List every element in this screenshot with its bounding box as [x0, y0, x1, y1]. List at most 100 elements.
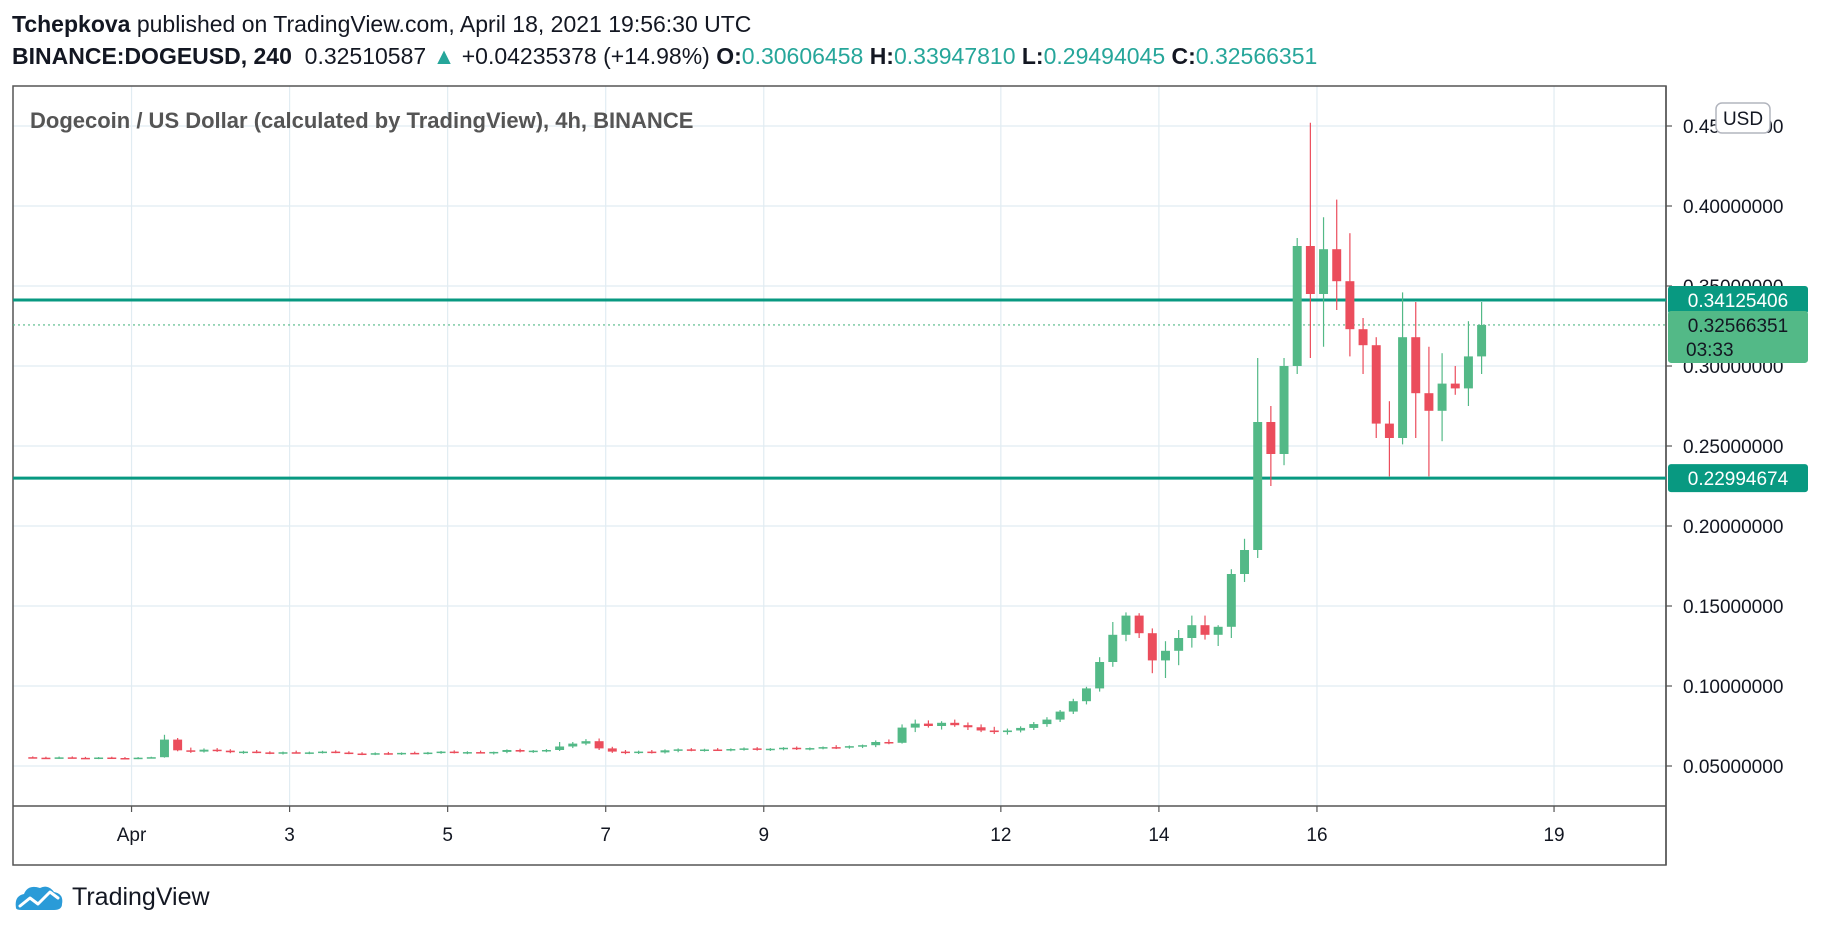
- candle[interactable]: [186, 747, 196, 753]
- candle[interactable]: [528, 750, 538, 753]
- candle[interactable]: [225, 749, 235, 754]
- candle[interactable]: [1253, 358, 1263, 558]
- candle[interactable]: [989, 726, 999, 734]
- candle[interactable]: [910, 719, 920, 733]
- candle[interactable]: [752, 747, 762, 751]
- candle[interactable]: [950, 719, 960, 727]
- candle[interactable]: [1226, 569, 1236, 638]
- candle[interactable]: [1411, 302, 1421, 438]
- candle[interactable]: [541, 749, 551, 753]
- candle[interactable]: [1358, 318, 1368, 374]
- candle[interactable]: [765, 748, 775, 751]
- price-axis[interactable]: 0.450000000.400000000.350000000.30000000…: [1666, 117, 1808, 778]
- candle[interactable]: [1371, 337, 1381, 438]
- candle[interactable]: [620, 750, 630, 755]
- candle[interactable]: [397, 752, 407, 755]
- candle[interactable]: [239, 750, 248, 754]
- candle[interactable]: [67, 756, 77, 759]
- candle[interactable]: [1121, 612, 1131, 642]
- candle[interactable]: [647, 750, 657, 754]
- candle[interactable]: [1319, 217, 1329, 347]
- time-axis[interactable]: Apr 3 5 7 9 12 14 16 19: [117, 806, 1565, 846]
- candle[interactable]: [568, 742, 578, 749]
- candle[interactable]: [133, 757, 143, 760]
- candle[interactable]: [963, 722, 973, 730]
- candle[interactable]: [844, 745, 854, 749]
- candle[interactable]: [28, 756, 38, 759]
- candle[interactable]: [1200, 615, 1210, 640]
- candle[interactable]: [462, 751, 472, 755]
- candle[interactable]: [173, 738, 183, 752]
- symbol-label[interactable]: BINANCE:DOGEUSD, 240: [12, 43, 292, 69]
- candle[interactable]: [1068, 698, 1078, 714]
- candle[interactable]: [159, 734, 169, 758]
- candle[interactable]: [449, 750, 459, 754]
- candle[interactable]: [594, 738, 604, 750]
- candle[interactable]: [1016, 726, 1026, 733]
- candle[interactable]: [252, 750, 262, 754]
- candle[interactable]: [489, 751, 499, 755]
- candle[interactable]: [700, 748, 709, 752]
- candle[interactable]: [436, 750, 446, 754]
- candle[interactable]: [423, 751, 433, 755]
- candle[interactable]: [937, 721, 947, 730]
- candle[interactable]: [1081, 686, 1091, 705]
- candle[interactable]: [94, 757, 104, 760]
- candle[interactable]: [1174, 630, 1184, 666]
- candle[interactable]: [331, 750, 341, 754]
- candle[interactable]: [1477, 302, 1487, 374]
- candle[interactable]: [831, 745, 841, 750]
- candle[interactable]: [1095, 657, 1105, 692]
- candle[interactable]: [212, 748, 222, 752]
- candle[interactable]: [1424, 346, 1434, 477]
- candle[interactable]: [1108, 622, 1118, 667]
- candle[interactable]: [265, 751, 275, 755]
- candle[interactable]: [1437, 353, 1447, 442]
- candle[interactable]: [581, 739, 591, 746]
- candle[interactable]: [54, 756, 64, 759]
- candle[interactable]: [805, 747, 815, 751]
- candle[interactable]: [383, 751, 393, 755]
- candle[interactable]: [1187, 615, 1197, 648]
- candle[interactable]: [779, 747, 789, 751]
- candle[interactable]: [278, 751, 288, 755]
- candle[interactable]: [1213, 625, 1223, 646]
- candle[interactable]: [634, 750, 644, 754]
- candle[interactable]: [713, 748, 723, 752]
- candle[interactable]: [370, 752, 380, 756]
- candle[interactable]: [858, 744, 868, 749]
- candle[interactable]: [107, 756, 117, 760]
- candle[interactable]: [1305, 122, 1315, 358]
- candle[interactable]: [1002, 728, 1012, 735]
- candle[interactable]: [871, 740, 881, 748]
- candle[interactable]: [1147, 628, 1157, 674]
- candle[interactable]: [318, 750, 328, 754]
- candle[interactable]: [1134, 613, 1144, 638]
- candle[interactable]: [660, 749, 670, 754]
- candle[interactable]: [726, 748, 736, 752]
- candle[interactable]: [80, 756, 90, 760]
- candle[interactable]: [555, 742, 565, 751]
- candle[interactable]: [792, 746, 802, 750]
- candle[interactable]: [1384, 401, 1394, 477]
- candle[interactable]: [1055, 710, 1065, 722]
- candle[interactable]: [1029, 722, 1039, 730]
- candle[interactable]: [686, 748, 696, 752]
- candle[interactable]: [884, 739, 894, 745]
- candle[interactable]: [357, 752, 367, 756]
- candle[interactable]: [199, 748, 209, 753]
- candle[interactable]: [1240, 538, 1249, 582]
- candle[interactable]: [1266, 406, 1276, 486]
- candle[interactable]: [739, 747, 749, 751]
- candle[interactable]: [818, 746, 828, 750]
- candle[interactable]: [897, 724, 907, 744]
- candle[interactable]: [1292, 238, 1302, 374]
- candle[interactable]: [120, 757, 130, 760]
- candle[interactable]: [607, 746, 617, 753]
- candle[interactable]: [304, 751, 314, 755]
- candle[interactable]: [1161, 641, 1170, 678]
- candle[interactable]: [1279, 358, 1289, 466]
- candle[interactable]: [502, 749, 512, 754]
- candle[interactable]: [344, 751, 354, 755]
